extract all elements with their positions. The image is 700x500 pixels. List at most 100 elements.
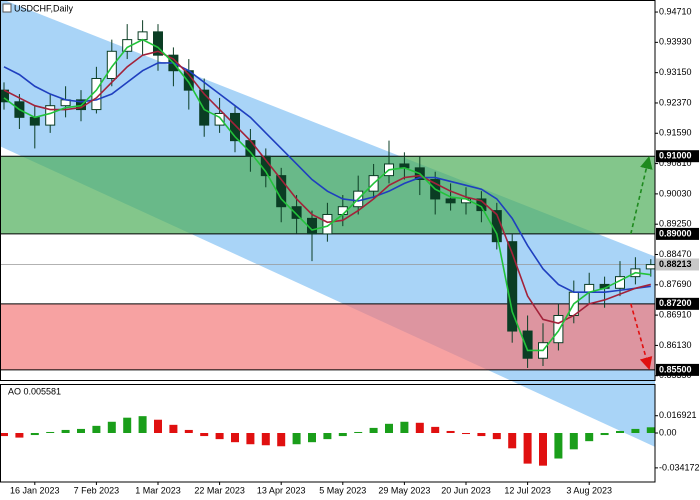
candle-body (199, 89, 210, 126)
x-tick-label: 12 Jul 2023 (504, 485, 551, 495)
ao-bar (462, 433, 470, 435)
x-tick-label: 13 Apr 2023 (257, 485, 306, 495)
candle-body (553, 315, 564, 344)
ao-bar (616, 430, 624, 433)
level-box (656, 227, 699, 240)
y-tick-label: 0.86130 (659, 340, 692, 350)
y-tick-label: 0.87690 (659, 279, 692, 289)
ao-bar (385, 423, 393, 433)
x-tick-label: 5 May 2023 (319, 485, 366, 495)
moving-average (3, 38, 651, 352)
candle-body (291, 206, 302, 219)
y-tick-label: 0.91590 (659, 128, 692, 138)
level-box (656, 363, 699, 376)
ao-bar (46, 431, 55, 433)
y-tick-label: 0.94710 (659, 6, 692, 16)
ao-bar (77, 428, 85, 433)
ao-bar (107, 421, 116, 433)
main-layer (0, 20, 655, 371)
ao-bar (569, 433, 578, 450)
x-tick-label: 29 May 2023 (378, 485, 430, 495)
candle-body (29, 116, 40, 126)
y-tick-label: 0.93930 (659, 37, 692, 47)
ao-bar (169, 424, 178, 433)
target-zone (0, 303, 655, 370)
y-tick-label: 0.90030 (659, 188, 692, 198)
ao-bar (184, 429, 193, 433)
indicator-title: AO 0.005581 (8, 386, 61, 396)
y-tick-label: 0.016921 (659, 410, 697, 420)
ao-bar (92, 425, 101, 433)
ao-bar (369, 427, 378, 433)
y-tick-label: 0.90810 (659, 158, 692, 168)
target-arrow (630, 303, 653, 371)
ao-frame (0, 384, 656, 483)
symbol-icon (2, 3, 12, 13)
ao-bar (30, 433, 39, 436)
x-tick-label: 16 Jan 2023 (10, 485, 60, 495)
ao-bar (323, 433, 332, 440)
ao-bar (338, 433, 347, 437)
ao-bar (277, 433, 286, 447)
y-tick-label: 0.88470 (659, 249, 692, 259)
candle-body (522, 330, 533, 359)
ao-bar (446, 430, 455, 433)
candle-body (153, 31, 163, 56)
ao-bar (508, 433, 517, 449)
candle-body (137, 31, 148, 41)
chart-title: USDCHF,Daily (14, 3, 74, 13)
ao-bar (477, 433, 486, 437)
level-label: 0.85500 (659, 364, 692, 374)
ao-bar (431, 426, 440, 433)
last-price-label: 0.88213 (659, 259, 692, 269)
ao-bar (246, 433, 255, 445)
ao-bar (600, 433, 609, 436)
target-arrow (630, 155, 653, 235)
y-tick-label: -0.034172 (659, 462, 700, 472)
main-frame (0, 0, 656, 381)
ao-bar (0, 433, 8, 437)
x-tick-label: 7 Feb 2023 (74, 485, 120, 495)
level-label: 0.89000 (659, 228, 692, 238)
x-tick-label: 3 Aug 2023 (566, 485, 612, 495)
ao-bar (523, 433, 532, 464)
candle-body (645, 264, 655, 270)
ao-bar (15, 433, 24, 438)
x-tick-label: 22 Mar 2023 (194, 485, 245, 495)
ao-bar (539, 433, 547, 466)
ao-bar (415, 422, 424, 433)
y-tick-label: 0.92370 (659, 97, 692, 107)
candle-body (322, 213, 333, 235)
ao-bar (492, 433, 501, 440)
level-box (656, 150, 699, 163)
candle-body (106, 50, 117, 79)
candle-body (230, 112, 240, 142)
ao-bar (123, 417, 132, 433)
ao-bar (646, 427, 655, 433)
moving-average (3, 50, 651, 325)
ao-bar (354, 431, 363, 433)
candle-body (445, 198, 456, 204)
ao-bar (200, 433, 209, 437)
last-price-box (656, 258, 699, 271)
level-box (656, 297, 699, 310)
ao-bar (231, 433, 239, 443)
ao-bar (138, 416, 147, 433)
x-tick-label: 20 Jun 2023 (441, 485, 491, 495)
ao-bar (400, 421, 409, 433)
candle-body (214, 112, 225, 126)
y-tick-label: 0.89250 (659, 219, 692, 229)
x-tick-label: 1 Mar 2023 (135, 485, 181, 495)
ao-bar (261, 433, 270, 446)
moving-average (3, 62, 651, 293)
y-tick-label: 0.00 (659, 427, 677, 437)
ao-bar (631, 428, 640, 433)
ao-bar (292, 433, 301, 445)
ao-bar (215, 433, 224, 440)
ao-bar (585, 433, 594, 442)
level-label: 0.91000 (659, 151, 692, 161)
ao-bar (554, 433, 563, 459)
level-label: 0.87200 (659, 298, 692, 308)
